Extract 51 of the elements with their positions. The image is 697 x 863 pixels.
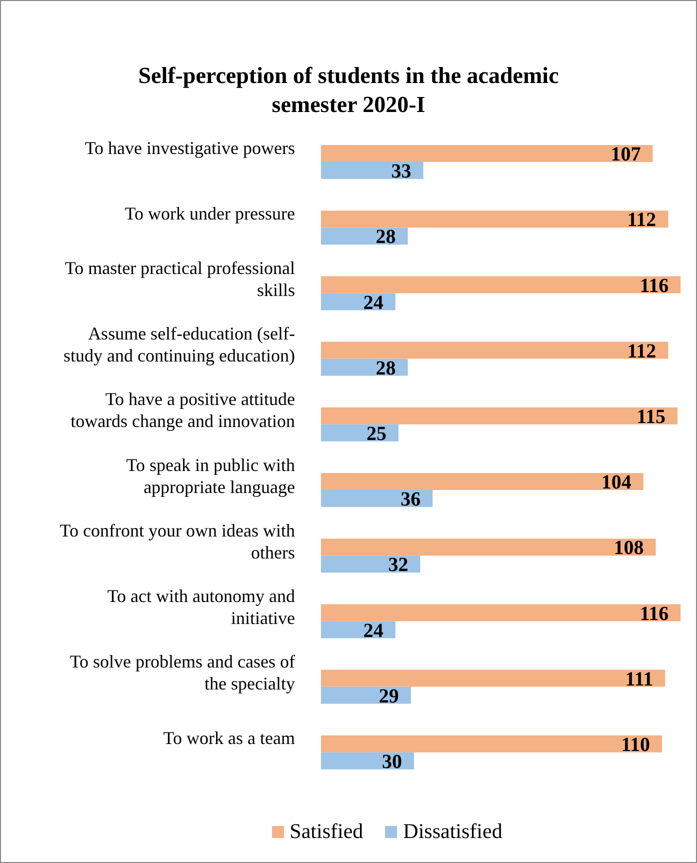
bar — [321, 735, 662, 752]
y-tick-label: Assume self-education (self-study and continuing education) — [64, 324, 296, 366]
data-label: 36 — [400, 488, 421, 511]
bar — [321, 752, 414, 770]
bar — [321, 556, 420, 573]
data-label: 115 — [636, 406, 666, 428]
bar — [321, 424, 398, 442]
legend-label: Dissatisfied — [403, 819, 502, 844]
bar — [321, 342, 668, 359]
bar — [321, 358, 408, 376]
data-label: 112 — [627, 340, 656, 362]
bar — [321, 162, 424, 179]
data-label: 28 — [376, 357, 396, 380]
chart-title: Self-perception of students in the academic semester 2020-I — [137, 62, 560, 119]
bar — [321, 210, 668, 228]
bar — [321, 604, 681, 622]
bar — [321, 490, 433, 507]
data-label: 116 — [640, 274, 669, 297]
data-label: 24 — [363, 292, 384, 314]
bar — [321, 228, 408, 245]
bar — [321, 276, 681, 294]
y-tick-label: To confront your own ideas with others — [60, 520, 295, 562]
data-label: 32 — [388, 554, 408, 576]
data-label: 104 — [601, 472, 632, 494]
legend-label: Satisfied — [290, 819, 364, 844]
data-label: 116 — [640, 602, 669, 625]
bar — [321, 538, 656, 556]
bar — [321, 407, 678, 424]
data-label: 29 — [378, 685, 399, 708]
y-tick-label: To have a positive attitude towards change and innovation — [70, 389, 296, 432]
y-tick-label: To master practical professional skills — [64, 258, 295, 300]
bar — [321, 473, 644, 490]
bar — [321, 670, 666, 687]
y-tick-label: To work as a team — [163, 728, 295, 748]
data-label: 107 — [610, 144, 641, 166]
data-label: 33 — [391, 160, 412, 183]
data-label: 110 — [621, 734, 650, 756]
bar — [321, 686, 411, 704]
data-label: 24 — [363, 620, 384, 642]
y-tick-label: To have investigative powers — [84, 138, 295, 158]
data-label: 25 — [366, 423, 386, 445]
y-tick-label: To act with autonomy and initiative — [107, 586, 296, 628]
data-label: 108 — [614, 537, 644, 560]
bar — [321, 145, 653, 162]
y-tick-label: To work under pressure — [124, 203, 295, 224]
y-tick-label: To speak in public with appropriate language — [126, 454, 295, 497]
y-tick-label: To solve problems and cases of the specialty — [70, 652, 296, 694]
data-label: 112 — [627, 209, 656, 232]
data-label: 28 — [376, 226, 396, 248]
data-label: 30 — [382, 751, 402, 773]
data-label: 111 — [625, 668, 654, 690]
